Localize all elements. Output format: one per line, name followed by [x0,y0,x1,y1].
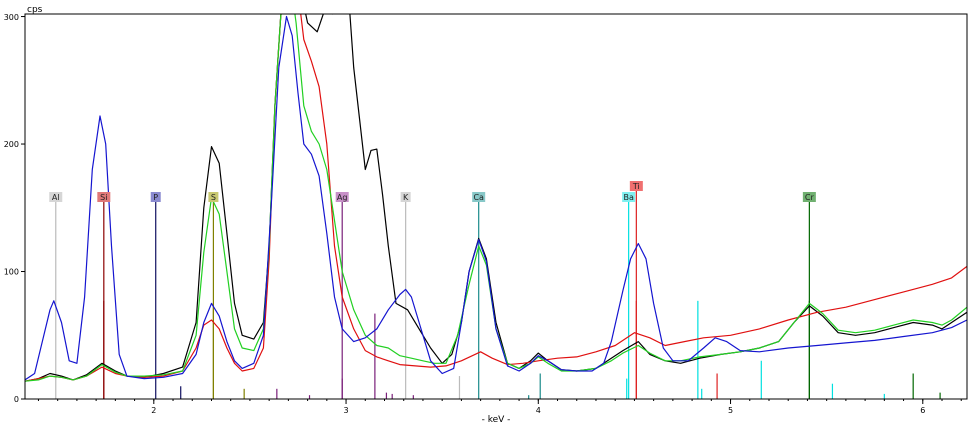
minor-emission-lines [103,300,941,399]
marker-label-text: Ca [473,193,484,202]
y-tick-label: 100 [4,268,19,277]
marker-label-box [629,181,643,191]
x-tick-label: 3 [344,406,349,415]
marker-label-al: Al [49,192,63,202]
x-tick-label: 2 [151,406,156,415]
x-tick-label: 5 [728,406,733,415]
plot-frame [24,13,968,400]
marker-label-text: Al [52,193,60,202]
x-tick-label: 6 [920,406,925,415]
marker-label-ba: Ba [622,192,636,202]
spectrum-line-3 [25,15,967,381]
y-axis-label: cps [27,5,43,15]
y-axis-ticks: 0 100 200 300 [4,13,25,404]
x-tick-label: 4 [536,406,541,415]
y-tick-label: 300 [4,13,19,22]
marker-label-k: K [400,192,411,202]
marker-label-s: S [208,192,219,202]
marker-label-text: Si [100,193,107,202]
marker-label-text: S [211,193,216,202]
marker-label-box [472,192,486,202]
marker-label-box [208,192,219,202]
y-tick-label: 200 [4,140,19,149]
x-axis-ticks: 2 3 4 5 6 [37,399,962,415]
marker-label-text: Ag [337,193,348,202]
marker-label-box [150,192,161,202]
spectrum-series [25,14,967,382]
y-tick-label: 0 [14,395,19,404]
marker-label-box [622,192,636,202]
marker-label-box [802,192,816,202]
marker-label-text: Cr [805,193,815,202]
element-marker-labels: Al Si P S Ag K Ca Ba Ti Cr [49,181,816,202]
marker-label-p: P [150,192,161,202]
marker-label-ca: Ca [472,192,486,202]
marker-label-box [49,192,63,202]
marker-label-box [400,192,411,202]
marker-label-ag: Ag [335,192,349,202]
marker-label-text: Ba [623,193,633,202]
marker-label-text: Ti [632,182,640,191]
marker-label-si: Si [97,192,111,202]
marker-label-box [335,192,349,202]
marker-label-cr: Cr [802,192,816,202]
marker-label-ti: Ti [629,181,643,191]
marker-label-text: K [403,193,409,202]
x-axis-label: - keV - [482,415,511,425]
spectrum-line-2 [25,14,967,382]
marker-label-text: P [153,193,158,202]
marker-label-box [97,192,111,202]
